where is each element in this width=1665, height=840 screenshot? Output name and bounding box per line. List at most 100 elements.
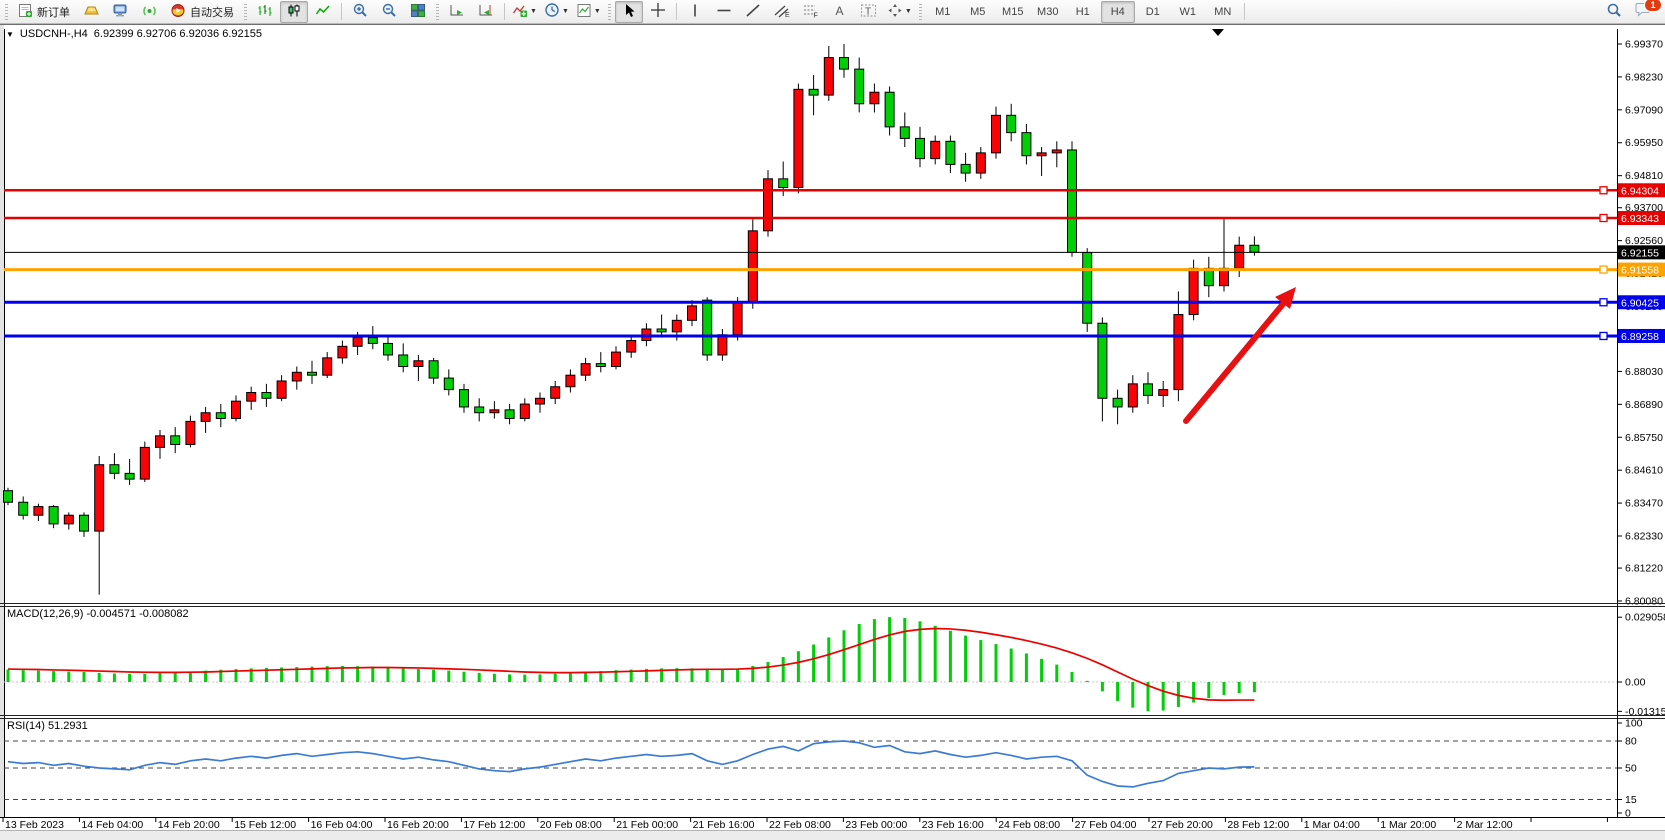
rsi-pane[interactable] bbox=[4, 740, 1617, 800]
arrows-button[interactable]: ▼ bbox=[884, 1, 915, 23]
text-button[interactable]: A bbox=[826, 1, 854, 23]
svg-text:27 Feb 04:00: 27 Feb 04:00 bbox=[1075, 819, 1137, 831]
svg-text:6.85750: 6.85750 bbox=[1625, 432, 1663, 444]
price-axis[interactable]: 6.993706.982306.970906.959506.948106.937… bbox=[1617, 29, 1665, 820]
trendline-icon bbox=[745, 3, 761, 21]
arrows-dropdown-icon: ▼ bbox=[904, 8, 912, 15]
new-order-button[interactable]: 新订单 bbox=[12, 1, 76, 23]
zoom-out-button[interactable] bbox=[375, 1, 403, 23]
cursor-button[interactable] bbox=[614, 0, 643, 23]
vertical-line-button[interactable] bbox=[681, 1, 709, 23]
tile-windows-button[interactable] bbox=[404, 1, 432, 23]
candlestick-chart-button[interactable] bbox=[280, 0, 308, 23]
chart-symbol-label: USDCNH-,H4 bbox=[19, 28, 88, 40]
svg-text:21 Feb 00:00: 21 Feb 00:00 bbox=[616, 819, 678, 831]
rsi-label: RSI(14) 51.2931 bbox=[7, 720, 88, 732]
svg-text:6.88030: 6.88030 bbox=[1625, 366, 1663, 378]
svg-text:6.97090: 6.97090 bbox=[1625, 104, 1663, 116]
main-pane[interactable] bbox=[3, 29, 1618, 595]
candlestick-chart-icon bbox=[286, 3, 302, 21]
macd-pane[interactable] bbox=[4, 617, 1617, 712]
toolbar-grip[interactable] bbox=[5, 3, 8, 20]
svg-text:13 Feb 2023: 13 Feb 2023 bbox=[5, 819, 64, 831]
svg-text:23 Feb 16:00: 23 Feb 16:00 bbox=[922, 819, 984, 831]
timeframe-m1[interactable]: M1 bbox=[935, 5, 951, 18]
signals-button[interactable] bbox=[135, 1, 163, 23]
svg-text:6.94810: 6.94810 bbox=[1625, 170, 1663, 182]
toolbar-grip[interactable] bbox=[607, 3, 611, 20]
svg-text:1 Mar 20:00: 1 Mar 20:00 bbox=[1380, 819, 1436, 831]
timeframe-m15[interactable]: M15 bbox=[1002, 5, 1024, 18]
svg-text:14 Feb 20:00: 14 Feb 20:00 bbox=[158, 819, 220, 831]
timeframe-m5[interactable]: M5 bbox=[970, 5, 986, 18]
timeframe-m30[interactable]: M30 bbox=[1037, 5, 1059, 18]
svg-text:2 Mar 12:00: 2 Mar 12:00 bbox=[1457, 819, 1513, 831]
timeframe-h1[interactable]: H1 bbox=[1075, 5, 1090, 18]
svg-text:6.95950: 6.95950 bbox=[1625, 137, 1663, 149]
clock-icon bbox=[544, 2, 560, 21]
expert-advisor-button[interactable] bbox=[106, 1, 134, 23]
gold-button[interactable] bbox=[77, 1, 105, 23]
line-chart-button[interactable] bbox=[309, 1, 337, 23]
timeframe-mn[interactable]: MN bbox=[1214, 5, 1232, 18]
periods-button[interactable]: ▼ bbox=[541, 1, 572, 23]
fibonacci-button[interactable]: F bbox=[797, 1, 825, 23]
templates-dropdown-icon: ▼ bbox=[593, 8, 601, 15]
auto-scroll-icon bbox=[449, 3, 465, 21]
toolbar-grip[interactable] bbox=[244, 3, 247, 20]
svg-text:6.93343: 6.93343 bbox=[1621, 213, 1659, 225]
new-order-label: 新订单 bbox=[37, 6, 70, 19]
toolbar-grip[interactable] bbox=[918, 3, 922, 20]
trendline-button[interactable] bbox=[739, 1, 767, 23]
svg-text:E: E bbox=[785, 12, 790, 18]
autotrading-button[interactable]: 自动交易 bbox=[164, 1, 240, 23]
vertical-line-icon bbox=[689, 3, 701, 21]
svg-text:6.84610: 6.84610 bbox=[1625, 465, 1663, 477]
svg-text:15 Feb 12:00: 15 Feb 12:00 bbox=[234, 819, 296, 831]
timeframe-h4[interactable]: H4 bbox=[1100, 0, 1135, 23]
equidistant-channel-button[interactable]: E bbox=[768, 1, 796, 23]
chart-title: ▼ USDCNH-,H4 6.92399 6.92706 6.92036 6.9… bbox=[6, 28, 262, 40]
timeframe-group: M1 M5 M15 M30 H1 H4 D1 W1 MN bbox=[926, 0, 1240, 23]
zoom-in-button[interactable] bbox=[346, 1, 374, 23]
chart-canvas[interactable]: 6.993706.982306.970906.959506.948106.937… bbox=[0, 25, 1665, 831]
search-button[interactable] bbox=[1600, 1, 1628, 23]
chart-collapse-icon[interactable]: ▼ bbox=[6, 29, 14, 39]
chat-button[interactable]: 1 bbox=[1629, 0, 1662, 23]
chart-ohlc-label: 6.92399 6.92706 6.92036 6.92155 bbox=[93, 28, 262, 40]
svg-text:6.98230: 6.98230 bbox=[1625, 71, 1663, 83]
timeframe-d1[interactable]: D1 bbox=[1145, 5, 1160, 18]
autotrading-icon bbox=[170, 3, 186, 21]
bar-chart-button[interactable] bbox=[251, 1, 279, 23]
cursor-icon bbox=[622, 3, 636, 21]
svg-text:F: F bbox=[814, 12, 818, 18]
text-label-button[interactable]: T bbox=[855, 1, 883, 23]
svg-text:14 Feb 04:00: 14 Feb 04:00 bbox=[81, 819, 143, 831]
svg-text:6.92560: 6.92560 bbox=[1625, 235, 1663, 247]
chart-shift-icon bbox=[478, 3, 494, 21]
arrows-icon bbox=[887, 3, 903, 21]
svg-text:6.83470: 6.83470 bbox=[1625, 498, 1663, 510]
svg-text:6.81220: 6.81220 bbox=[1625, 563, 1663, 575]
toolbar-separator bbox=[1243, 3, 1245, 20]
expert-advisor-icon bbox=[112, 3, 129, 21]
templates-button[interactable]: ▼ bbox=[573, 1, 604, 23]
timeframe-w1[interactable]: W1 bbox=[1179, 5, 1197, 18]
chat-unread-badge: 1 bbox=[1644, 0, 1662, 12]
shift-marker-icon bbox=[1212, 29, 1224, 36]
signal-icon bbox=[141, 3, 158, 21]
crosshair-button[interactable] bbox=[644, 1, 672, 23]
toolbar-grip[interactable] bbox=[436, 3, 439, 20]
status-bar bbox=[0, 830, 1665, 840]
trend-arrow-annotation[interactable] bbox=[1183, 287, 1296, 424]
auto-scroll-button[interactable] bbox=[443, 1, 471, 23]
svg-text:6.80080: 6.80080 bbox=[1625, 595, 1663, 607]
autotrading-label: 自动交易 bbox=[190, 6, 234, 19]
indicators-button[interactable]: ▼ bbox=[509, 1, 540, 23]
horizontal-line-button[interactable] bbox=[710, 1, 738, 23]
indicators-dropdown-icon: ▼ bbox=[530, 8, 537, 15]
chart-window[interactable]: 6.99370 6.98230 6.97090 6.95950 6.94810 6.937… bbox=[0, 24, 1665, 831]
templates-icon bbox=[576, 3, 592, 21]
time-axis[interactable]: 13 Feb 2023 14 Feb 04:00 14 Feb 20:00 15 Fe… bbox=[2, 817, 1608, 831]
chart-shift-button[interactable] bbox=[472, 1, 500, 23]
